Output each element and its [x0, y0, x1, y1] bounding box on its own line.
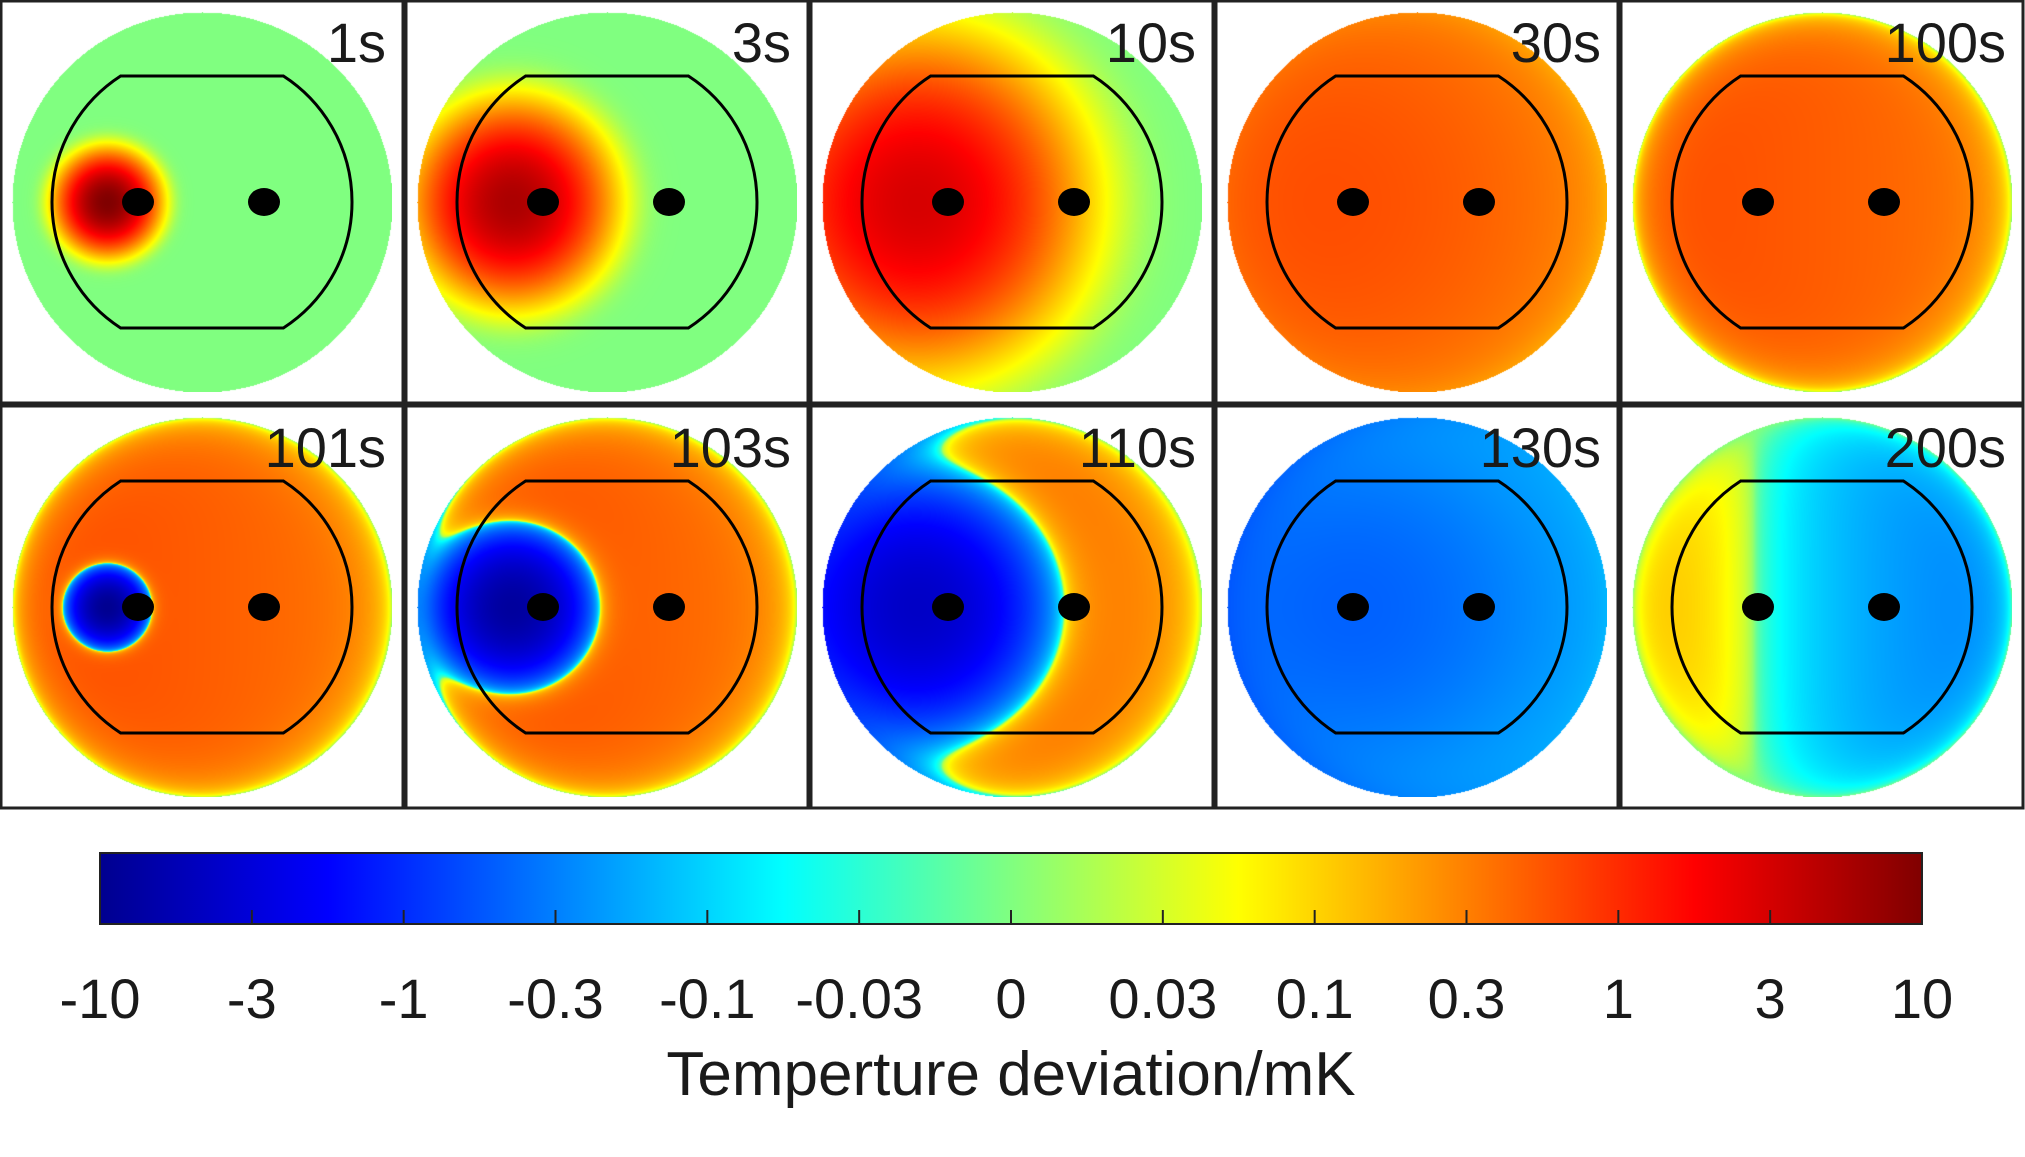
heater-dot: [932, 593, 964, 621]
heater-dot: [1337, 188, 1369, 216]
colorbar-tick-label: -0.1: [659, 967, 756, 1030]
heater-dot: [527, 188, 559, 216]
heater-dot: [122, 188, 154, 216]
probe-dot: [1463, 188, 1495, 216]
colorbar-ticks: -10 -3 -1 -0.3 -0.1 -0.03 0 0.03 0.1 0.3 1 3 10: [60, 910, 1953, 1030]
panel-130s: 130s: [1214, 404, 1620, 810]
time-label: 103s: [670, 416, 791, 479]
colorbar-tick-label: -0.03: [795, 967, 923, 1030]
time-label: 100s: [1885, 11, 2006, 74]
heater-dot: [527, 593, 559, 621]
panel-frame: [1214, 0, 1620, 405]
panel-30s: 30s: [1214, 0, 1620, 405]
panel-frame: [0, 0, 405, 405]
heater-dot: [122, 593, 154, 621]
time-label: 3s: [732, 11, 791, 74]
probe-dot: [653, 188, 685, 216]
sample-outline: [1670, 479, 1974, 735]
colorbar-tick-label: 0.1: [1276, 967, 1354, 1030]
panel-frame: [404, 404, 810, 810]
panel-1s: 1s: [0, 0, 405, 405]
panel-frame: [0, 404, 405, 810]
colorbar-tick-label: -3: [227, 967, 277, 1030]
probe-dot: [248, 188, 280, 216]
time-label: 10s: [1106, 11, 1196, 74]
time-label: 101s: [265, 416, 386, 479]
panel-frame: [809, 404, 1215, 810]
time-label: 200s: [1885, 416, 2006, 479]
colorbar-tick-label: 3: [1755, 967, 1786, 1030]
time-label: 30s: [1511, 11, 1601, 74]
panel-frame: [404, 0, 810, 405]
colorbar-tick-label: -10: [60, 967, 141, 1030]
colorbar-label: Temperture deviation/mK: [666, 1040, 1355, 1109]
sample-outline: [455, 74, 759, 330]
probe-dot: [653, 593, 685, 621]
sample-outline: [860, 479, 1164, 735]
colorbar-tick-label: 1: [1603, 967, 1634, 1030]
colorbar-tick-label: 10: [1891, 967, 1953, 1030]
probe-dot: [248, 593, 280, 621]
panel-frame: [1619, 404, 2025, 810]
probe-dot: [1868, 593, 1900, 621]
sample-outline: [1265, 74, 1569, 330]
panel-frame: [1214, 404, 1620, 810]
sample-outline: [50, 74, 354, 330]
panel-frame: [809, 0, 1215, 405]
panel-frame: [1619, 0, 2025, 405]
heater-dot: [1742, 593, 1774, 621]
sample-outline: [1670, 74, 1974, 330]
panel-110s: 110s: [809, 404, 1215, 810]
heater-dot: [1337, 593, 1369, 621]
panel-200s: 200s: [1619, 404, 2025, 810]
panel-grid: 1s 3s 10s 30s 100s 101s 103s 110s 130s 200s: [0, 0, 2025, 810]
sample-outline: [1265, 479, 1569, 735]
colorbar-tick-label: -0.3: [507, 967, 604, 1030]
panel-100s: 100s: [1619, 0, 2025, 405]
colorbar-tick-label: 0.3: [1428, 967, 1506, 1030]
colorbar-tick-label: 0.03: [1108, 967, 1217, 1030]
probe-dot: [1058, 188, 1090, 216]
time-label: 110s: [1079, 416, 1196, 479]
probe-dot: [1463, 593, 1495, 621]
panel-103s: 103s: [404, 404, 810, 810]
time-label: 1s: [327, 11, 386, 74]
time-label: 130s: [1480, 416, 1601, 479]
probe-dot: [1868, 188, 1900, 216]
panel-10s: 10s: [809, 0, 1215, 405]
sample-outline: [860, 74, 1164, 330]
heater-dot: [932, 188, 964, 216]
probe-dot: [1058, 593, 1090, 621]
colorbar-tick-label: -1: [379, 967, 429, 1030]
colorbar-tick-label: 0: [995, 967, 1026, 1030]
panel-101s: 101s: [0, 404, 405, 810]
panel-3s: 3s: [404, 0, 810, 405]
sample-outline: [455, 479, 759, 735]
heater-dot: [1742, 188, 1774, 216]
colorbar: -10 -3 -1 -0.3 -0.1 -0.03 0 0.03 0.1 0.3 1 3 10 Temp…: [60, 852, 1953, 1109]
sample-outline: [50, 479, 354, 735]
